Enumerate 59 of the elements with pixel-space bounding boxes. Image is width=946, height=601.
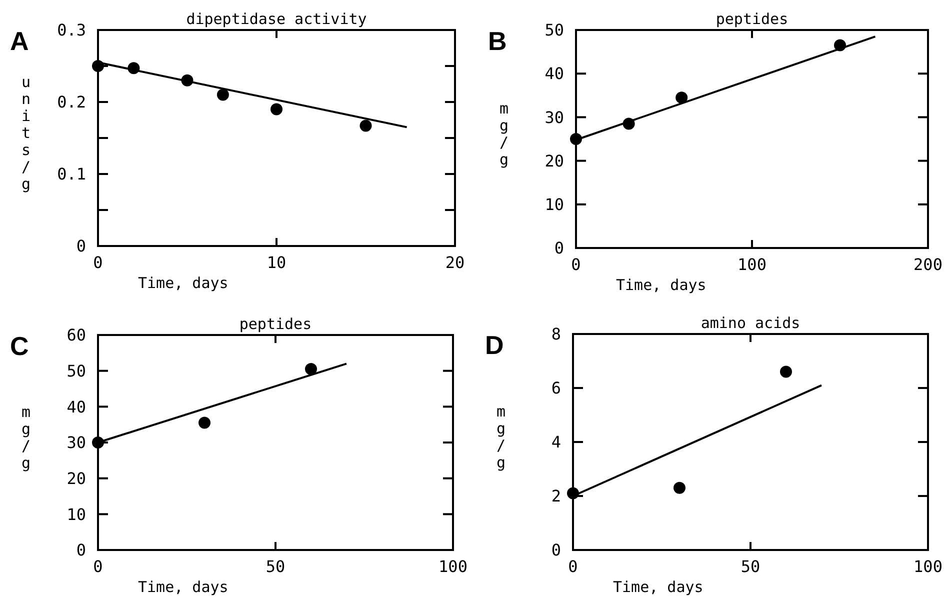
y-tick-label: 8 xyxy=(551,324,561,344)
y-tick-label: 0 xyxy=(551,540,561,560)
y-tick-label: 20 xyxy=(544,151,564,170)
y-tick-label: 0.2 xyxy=(57,92,86,112)
y-tick-label: 10 xyxy=(66,504,86,524)
x-tick-label: 0 xyxy=(568,557,578,576)
y-tick-label: 0 xyxy=(554,238,564,258)
y-tick-label: 0.3 xyxy=(57,20,86,40)
y-axis-title: mg/g xyxy=(499,100,509,168)
x-tick-label: 50 xyxy=(740,557,760,576)
y-tick-label: 60 xyxy=(66,326,86,345)
y-tick-label: 0 xyxy=(76,236,86,256)
x-tick-label: 10 xyxy=(266,253,286,272)
y-axis-title: mg/g xyxy=(21,403,31,472)
y-tick-label: 40 xyxy=(66,397,86,416)
chart-title: peptides xyxy=(716,10,788,28)
x-tick-label: 100 xyxy=(914,557,942,576)
x-axis-title: Time, days xyxy=(616,276,706,294)
y-tick-label: 0.1 xyxy=(57,164,86,184)
y-tick-label: 30 xyxy=(66,433,86,452)
point xyxy=(360,120,372,132)
x-tick-label: 100 xyxy=(738,255,766,274)
text: C xyxy=(10,331,29,361)
y-tick-label: 40 xyxy=(544,64,564,84)
x-axis-title: Time, days xyxy=(138,578,228,596)
x-tick-label: 0 xyxy=(93,253,103,272)
y-tick-label: 50 xyxy=(544,20,564,40)
x-tick-label: 20 xyxy=(445,253,465,272)
point xyxy=(676,92,688,104)
chart-title: amino acids xyxy=(700,314,800,332)
point xyxy=(270,103,282,116)
text: A xyxy=(10,26,29,56)
y-tick-label: 50 xyxy=(66,361,86,380)
y-axis-title: mg/g xyxy=(496,402,506,472)
point xyxy=(674,482,686,494)
y-tick-label: 4 xyxy=(551,432,561,452)
x-axis-title: Time, days xyxy=(138,274,228,292)
x-tick-label: 0 xyxy=(571,255,581,274)
x-axis-title: Time, days xyxy=(613,578,704,596)
chart-title: peptides xyxy=(239,315,312,333)
point xyxy=(305,363,317,376)
y-tick-label: 6 xyxy=(551,378,561,398)
text: D xyxy=(485,330,504,360)
x-tick-label: 200 xyxy=(914,255,942,274)
y-tick-label: 10 xyxy=(544,195,564,214)
y-tick-label: 30 xyxy=(544,108,564,127)
x-tick-label: 50 xyxy=(266,557,286,576)
point xyxy=(92,60,104,72)
y-tick-label: 2 xyxy=(551,486,561,506)
x-tick-label: 100 xyxy=(438,557,468,576)
text: B xyxy=(488,26,507,56)
y-tick-label: 20 xyxy=(66,468,86,488)
chart-title: dipeptidase activity xyxy=(186,10,367,28)
y-tick-label: 0 xyxy=(76,540,86,560)
x-tick-label: 0 xyxy=(93,557,103,576)
point xyxy=(780,366,792,378)
point xyxy=(216,88,229,101)
y-axis-title: units/g xyxy=(21,73,31,193)
point xyxy=(198,416,210,429)
